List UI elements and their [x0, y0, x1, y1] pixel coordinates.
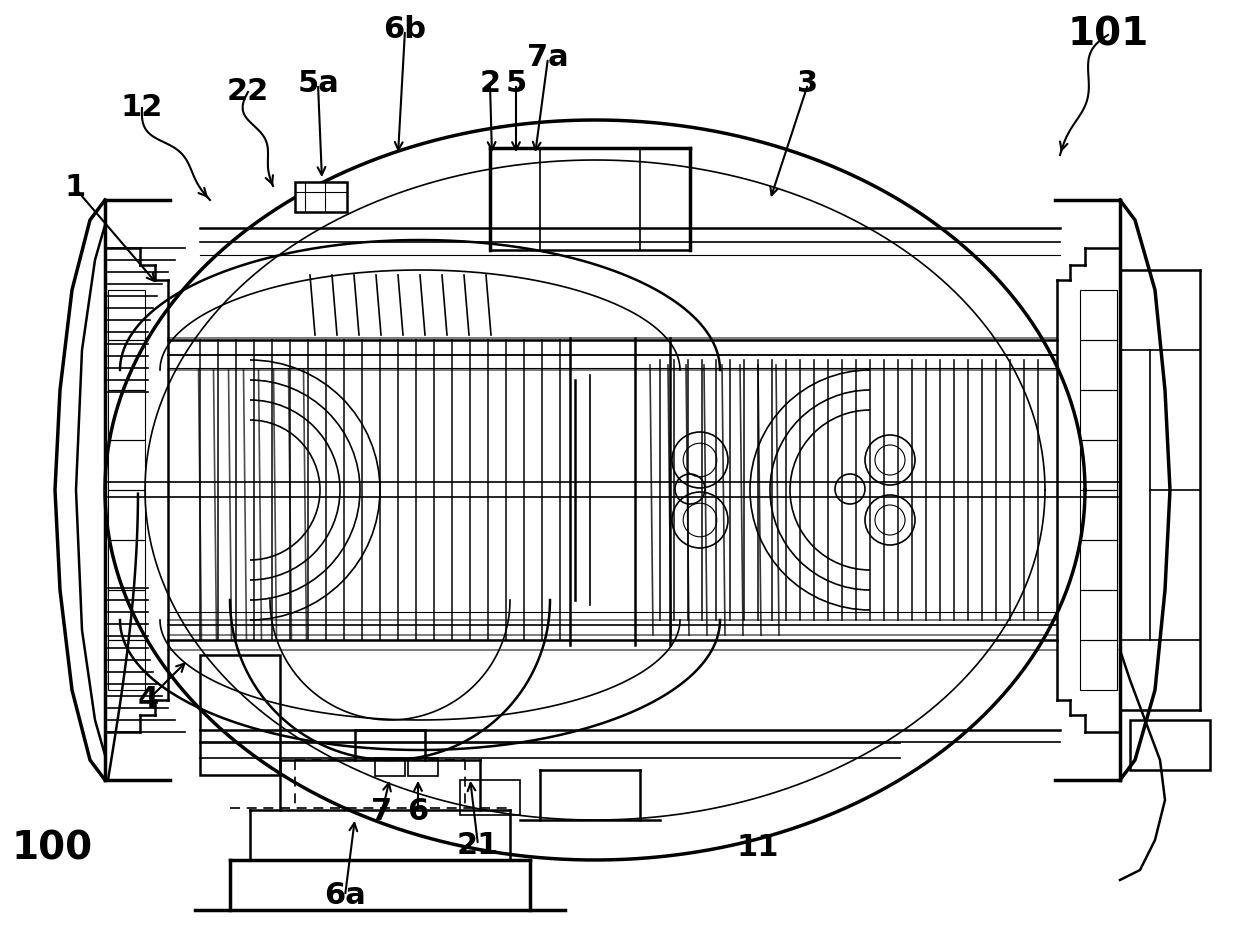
Bar	[1080, 590, 1117, 640]
Text: 101: 101	[1068, 16, 1148, 54]
Text: 6a: 6a	[324, 882, 366, 911]
Bar	[1080, 290, 1117, 340]
Bar	[295, 182, 347, 212]
Bar	[108, 540, 145, 590]
Bar	[408, 758, 438, 776]
Bar	[1080, 490, 1117, 540]
Text: 12: 12	[120, 93, 164, 123]
Bar	[1080, 540, 1117, 590]
Bar	[1080, 340, 1117, 390]
Text: 21: 21	[456, 830, 500, 859]
Bar	[108, 440, 145, 490]
Bar	[1130, 720, 1210, 770]
Text: 3: 3	[797, 70, 818, 99]
Bar	[1080, 440, 1117, 490]
Bar	[460, 780, 520, 815]
Text: 4: 4	[138, 685, 159, 714]
Bar	[108, 490, 145, 540]
Text: 1: 1	[64, 173, 86, 203]
Text: 5a: 5a	[298, 70, 339, 99]
Bar	[1080, 390, 1117, 440]
Text: 6b: 6b	[383, 16, 427, 45]
Text: 2: 2	[480, 70, 501, 99]
Text: 7: 7	[372, 798, 393, 827]
Bar	[108, 340, 145, 390]
Text: 5: 5	[506, 70, 527, 99]
Bar	[108, 390, 145, 440]
Bar	[108, 590, 145, 640]
Bar	[374, 758, 405, 776]
Bar	[108, 640, 145, 690]
Text: 6: 6	[408, 798, 429, 827]
Bar	[200, 655, 280, 775]
Text: 22: 22	[227, 77, 269, 106]
Text: 7a: 7a	[527, 44, 569, 73]
Text: 11: 11	[737, 833, 779, 862]
Text: 100: 100	[11, 829, 93, 867]
Bar	[108, 290, 145, 340]
Bar	[1080, 640, 1117, 690]
